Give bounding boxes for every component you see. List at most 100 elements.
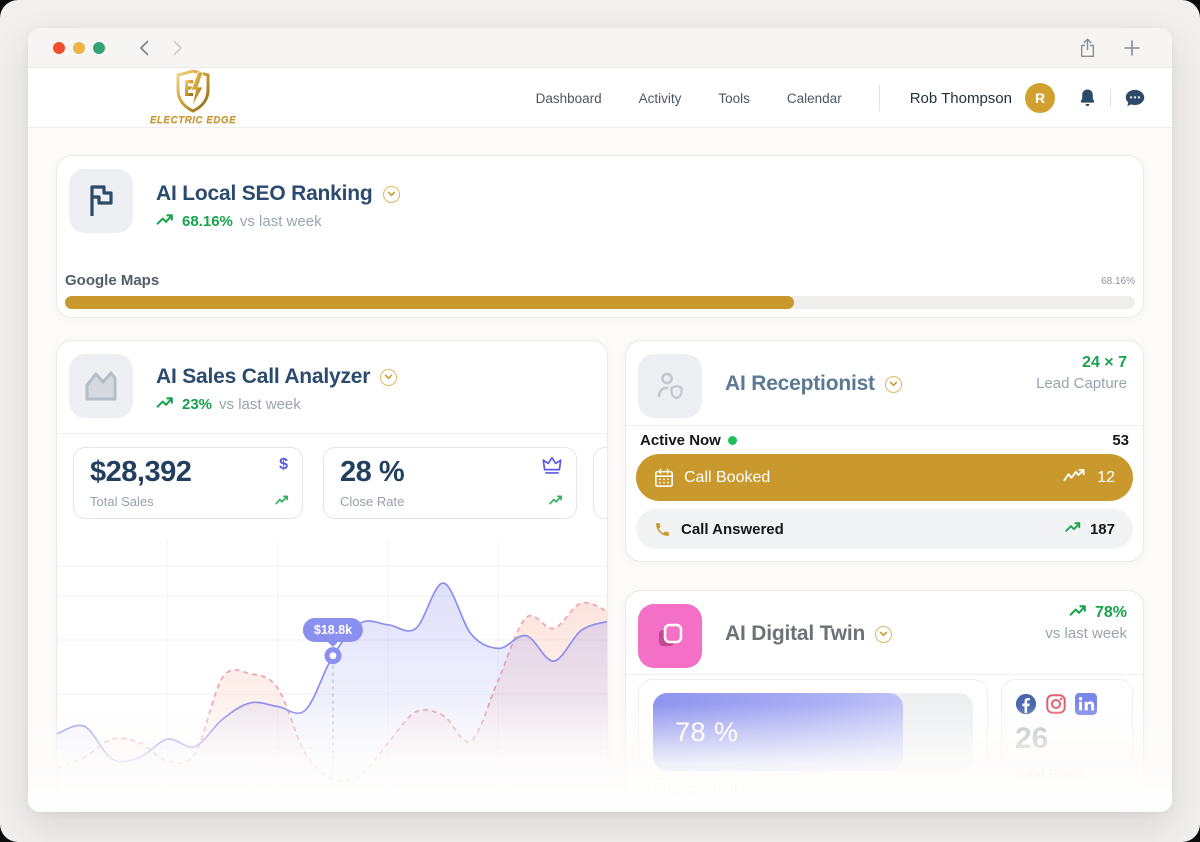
- chat-icon[interactable]: [1125, 89, 1145, 107]
- nav-dashboard[interactable]: Dashboard: [535, 90, 602, 106]
- twin-card-icon-box: [638, 604, 702, 668]
- instagram-icon[interactable]: [1045, 693, 1067, 715]
- sales-dropdown-chevron-icon[interactable]: [380, 368, 398, 386]
- seo-card-title: AI Local SEO Ranking: [156, 182, 373, 205]
- active-now-label: Active Now: [640, 432, 721, 449]
- phone-icon: [654, 521, 671, 538]
- electric-edge-logo[interactable]: ELECTRIC EDGE: [132, 69, 254, 126]
- engagement-panel: 78 % Engagement: [638, 679, 988, 805]
- nav-tools[interactable]: Tools: [718, 90, 750, 106]
- engagement-progress-fill: 78 %: [653, 693, 903, 771]
- availability-value: 24 × 7: [1082, 354, 1127, 371]
- logo-wordmark: ELECTRIC EDGE: [149, 115, 237, 126]
- seo-progress-track: [65, 296, 1135, 309]
- user-menu[interactable]: Rob Thompson R: [910, 83, 1055, 113]
- app-header: ELECTRIC EDGE Dashboard Activity Tools C…: [28, 68, 1172, 128]
- area-chart-icon: [85, 371, 117, 401]
- window-controls: [53, 41, 105, 54]
- call-booked-label: Call Booked: [684, 468, 771, 486]
- person-shield-icon: [657, 372, 683, 400]
- twin-trend-value: 78%: [1094, 604, 1127, 621]
- calendar-icon: [654, 468, 674, 488]
- trend-up-icon: [1065, 520, 1082, 538]
- total-posts-value: 26: [1015, 722, 1049, 755]
- engagement-percent: 78 %: [675, 716, 739, 747]
- sales-trend-value: 23%: [182, 396, 213, 413]
- seo-ranking-card: AI Local SEO Ranking 68.16% vs last week: [56, 155, 1144, 318]
- dollar-icon: $: [279, 456, 288, 473]
- flag-icon: [90, 185, 113, 216]
- call-answered-count: 187: [1089, 520, 1115, 538]
- engagement-label: Engagement: [653, 780, 739, 797]
- new-tab-icon[interactable]: [1124, 39, 1140, 56]
- linkedin-icon[interactable]: [1075, 693, 1097, 715]
- google-maps-label: Google Maps: [65, 272, 160, 289]
- twin-dropdown-chevron-icon[interactable]: [875, 625, 893, 643]
- header-divider-2: [1110, 89, 1111, 107]
- nav-calendar[interactable]: Calendar: [786, 90, 842, 106]
- social-posts-panel: 26 Total Posts: [1001, 679, 1133, 805]
- seo-dropdown-chevron-icon[interactable]: [382, 185, 400, 203]
- total-posts-label: Total Posts: [1015, 766, 1084, 782]
- dashboard-content: AI Local SEO Ranking 68.16% vs last week: [28, 128, 1172, 812]
- trend-up-icon: [1069, 604, 1088, 622]
- sales-card-icon-box: [69, 354, 133, 418]
- receptionist-card-title: AI Receptionist: [725, 372, 875, 395]
- facebook-icon[interactable]: [1015, 693, 1037, 715]
- seo-card-icon-box: [69, 169, 133, 233]
- receptionist-card-divider: [626, 425, 1143, 426]
- user-name: Rob Thompson: [909, 89, 1012, 107]
- twin-card-divider: [626, 674, 1143, 675]
- sales-chart-svg: [57, 540, 607, 804]
- stat-box-partial: [593, 447, 607, 519]
- receptionist-dropdown-chevron-icon[interactable]: [884, 375, 902, 393]
- nav-activity[interactable]: Activity: [638, 90, 682, 106]
- sales-trend-chart: $18.8k: [57, 540, 607, 804]
- receptionist-card: AI Receptionist 24 × 7 Lead Capture Acti…: [625, 340, 1144, 562]
- header-divider: [878, 85, 880, 111]
- seo-progress-fill: [65, 296, 795, 309]
- seo-trend-value: 68.16%: [182, 213, 233, 230]
- total-sales-label: Total Sales: [90, 494, 154, 509]
- google-maps-percent: 68.16%: [1101, 276, 1135, 287]
- sales-card-title: AI Sales Call Analyzer: [156, 365, 371, 388]
- close-button[interactable]: [53, 41, 65, 54]
- notifications-bell-icon[interactable]: [1079, 88, 1096, 108]
- twin-trend-label: vs last week: [1045, 625, 1127, 642]
- mini-trend-icon: [549, 492, 564, 510]
- zoom-button[interactable]: [93, 41, 105, 54]
- active-now-count: 53: [1112, 432, 1129, 449]
- close-rate-label: Close Rate: [340, 494, 405, 509]
- minimize-button[interactable]: [73, 41, 85, 54]
- share-icon[interactable]: [1079, 38, 1096, 58]
- chart-tooltip: $18.8k: [302, 617, 364, 642]
- total-sales-value: $28,392: [90, 456, 192, 488]
- sales-trend-label: vs last week: [219, 396, 301, 413]
- call-answered-row[interactable]: Call Answered 187: [636, 509, 1133, 549]
- avatar[interactable]: R: [1025, 83, 1055, 113]
- zigzag-trend-icon: [1063, 468, 1089, 487]
- crown-icon: [542, 456, 562, 480]
- copy-squares-icon: [659, 623, 683, 646]
- digital-twin-card: AI Digital Twin 78% vs last week: [625, 590, 1144, 805]
- total-sales-stat: $28,392 Total Sales $: [73, 447, 303, 519]
- titlebar: [28, 28, 1172, 68]
- engagement-progress-track: 78 %: [653, 693, 973, 771]
- call-booked-count: 12: [1097, 468, 1115, 486]
- sales-card-divider: [57, 433, 607, 434]
- forward-icon[interactable]: [173, 40, 183, 56]
- availability-label: Lead Capture: [1036, 375, 1127, 392]
- trend-up-icon: [156, 213, 175, 230]
- back-icon[interactable]: [139, 40, 149, 56]
- trend-up-icon: [156, 396, 175, 413]
- logo-shield-bolt-icon: [176, 69, 210, 113]
- mini-trend-icon: [275, 492, 290, 510]
- receptionist-card-icon-box: [638, 354, 702, 418]
- call-booked-row[interactable]: Call Booked 12: [636, 454, 1133, 501]
- close-rate-value: 28 %: [340, 456, 405, 488]
- browser-window: ELECTRIC EDGE Dashboard Activity Tools C…: [28, 28, 1172, 812]
- close-rate-stat: 28 % Close Rate: [323, 447, 577, 519]
- seo-trend-label: vs last week: [239, 213, 322, 230]
- twin-card-title: AI Digital Twin: [725, 622, 866, 645]
